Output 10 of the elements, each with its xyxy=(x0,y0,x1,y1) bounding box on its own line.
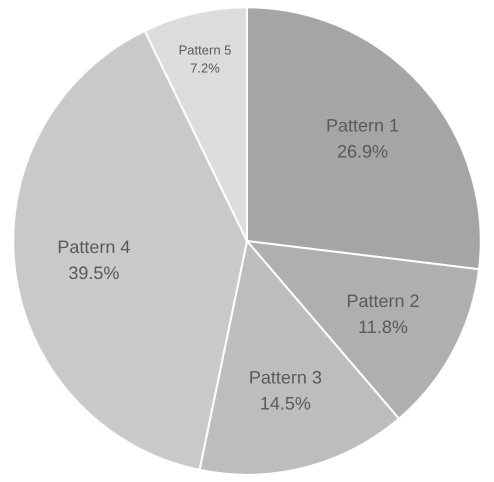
slice-label: Pattern 4 xyxy=(57,237,130,258)
slice-label: Pattern 3 xyxy=(248,367,322,388)
data-label: 14.5% xyxy=(260,393,311,414)
slice-label: Pattern 2 xyxy=(346,290,420,311)
slice-label: Pattern 5 xyxy=(178,42,232,58)
data-label: 39.5% xyxy=(68,263,120,284)
data-label: 26.9% xyxy=(336,142,388,162)
data-label: 11.8% xyxy=(358,316,408,337)
data-label: 7.2% xyxy=(190,60,220,76)
slice-label: Pattern 1 xyxy=(326,116,400,136)
